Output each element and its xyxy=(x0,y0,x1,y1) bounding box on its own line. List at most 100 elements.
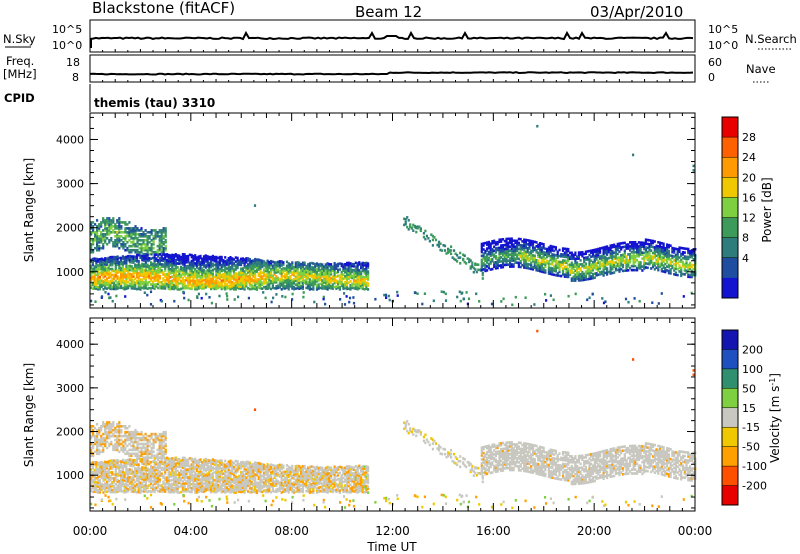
power-cell xyxy=(277,278,280,282)
power-cell xyxy=(125,279,128,282)
power-cell xyxy=(546,259,549,263)
power-cell xyxy=(190,253,193,257)
power-cell xyxy=(664,248,667,252)
power-cell xyxy=(255,288,259,291)
velocity-cell xyxy=(94,427,97,430)
power-cell xyxy=(146,293,149,297)
power-cell xyxy=(680,272,683,276)
power-cell xyxy=(275,261,278,264)
power-cell xyxy=(138,235,141,238)
power-cell xyxy=(574,275,577,278)
power-cell xyxy=(241,285,244,288)
power-cell xyxy=(206,263,209,266)
power-cell xyxy=(273,279,276,282)
power-cell xyxy=(155,259,158,262)
power-cell xyxy=(165,255,169,258)
power-cell xyxy=(517,247,520,251)
velocity-cell xyxy=(98,469,101,472)
power-cell xyxy=(510,259,513,262)
power-cell xyxy=(106,233,109,236)
power-cell xyxy=(126,241,129,244)
power-cell xyxy=(690,251,693,255)
power-cell xyxy=(335,287,338,290)
power-cell xyxy=(132,255,135,258)
power-cell xyxy=(676,250,679,253)
power-cell xyxy=(254,271,257,275)
power-cell xyxy=(139,286,142,289)
power-cell xyxy=(127,268,130,272)
power-cell xyxy=(90,274,93,278)
power-cell xyxy=(523,256,526,259)
power-cell xyxy=(243,272,246,275)
power-cell xyxy=(685,247,688,251)
power-cell xyxy=(308,284,311,287)
power-cell xyxy=(611,257,614,261)
power-cell xyxy=(174,284,177,288)
power-cell xyxy=(507,259,510,262)
power-cell xyxy=(124,239,127,242)
power-cell xyxy=(94,223,97,226)
power-cell xyxy=(92,231,95,234)
velocity-cell xyxy=(128,485,131,489)
power-cell xyxy=(264,285,267,289)
velocity-cell xyxy=(106,440,109,444)
power-cell xyxy=(277,268,280,272)
power-cell xyxy=(121,273,124,276)
power-cell xyxy=(132,244,135,248)
power-cell xyxy=(457,256,460,260)
power-cell xyxy=(623,241,626,245)
power-cell xyxy=(282,283,285,286)
velocity-cell xyxy=(160,440,163,444)
power-cell xyxy=(254,279,257,283)
power-cell xyxy=(148,286,151,290)
power-cell xyxy=(491,242,494,245)
power-cell xyxy=(202,275,206,278)
velocity-cell xyxy=(102,442,105,446)
power-cell xyxy=(211,278,214,282)
power-cell xyxy=(231,277,234,280)
power-cell xyxy=(653,246,656,249)
velocity-cell xyxy=(114,446,117,450)
power-cell xyxy=(533,258,536,262)
power-cell xyxy=(593,258,596,262)
power-cell xyxy=(172,277,176,281)
velocity-cell xyxy=(134,436,137,440)
velocity-cell xyxy=(152,438,155,442)
power-cell xyxy=(172,257,176,261)
power-cell xyxy=(365,263,368,267)
power-cell xyxy=(141,256,144,260)
velocity-cell xyxy=(100,470,103,474)
power-cell xyxy=(138,233,141,236)
power-cell xyxy=(255,262,259,265)
velocity-cell xyxy=(114,465,117,468)
power-cell xyxy=(104,265,107,268)
power-cell xyxy=(650,249,653,252)
power-cell xyxy=(577,255,580,258)
power-cell xyxy=(93,287,96,290)
power-cell xyxy=(687,263,690,267)
power-cell xyxy=(100,259,103,263)
velocity-cell xyxy=(98,452,101,456)
power-cell xyxy=(174,280,177,284)
power-cell xyxy=(659,257,662,260)
power-cell xyxy=(118,270,121,274)
power-cell xyxy=(107,272,110,276)
power-cell xyxy=(126,223,129,226)
power-cell xyxy=(646,258,649,262)
power-cell xyxy=(494,241,497,244)
power-cell xyxy=(363,272,366,275)
velocity-cell xyxy=(116,448,119,452)
power-cell xyxy=(503,243,506,247)
power-cell xyxy=(238,283,241,286)
power-cell xyxy=(128,233,131,236)
power-cell xyxy=(281,295,284,298)
power-cell xyxy=(139,264,142,267)
power-cell xyxy=(524,242,527,246)
velocity-cell xyxy=(138,450,141,454)
power-cell xyxy=(584,272,587,275)
power-cell xyxy=(162,231,165,234)
power-cell xyxy=(531,248,535,251)
power-cell xyxy=(275,275,278,278)
power-cell xyxy=(167,261,170,265)
power-cell xyxy=(285,274,289,278)
